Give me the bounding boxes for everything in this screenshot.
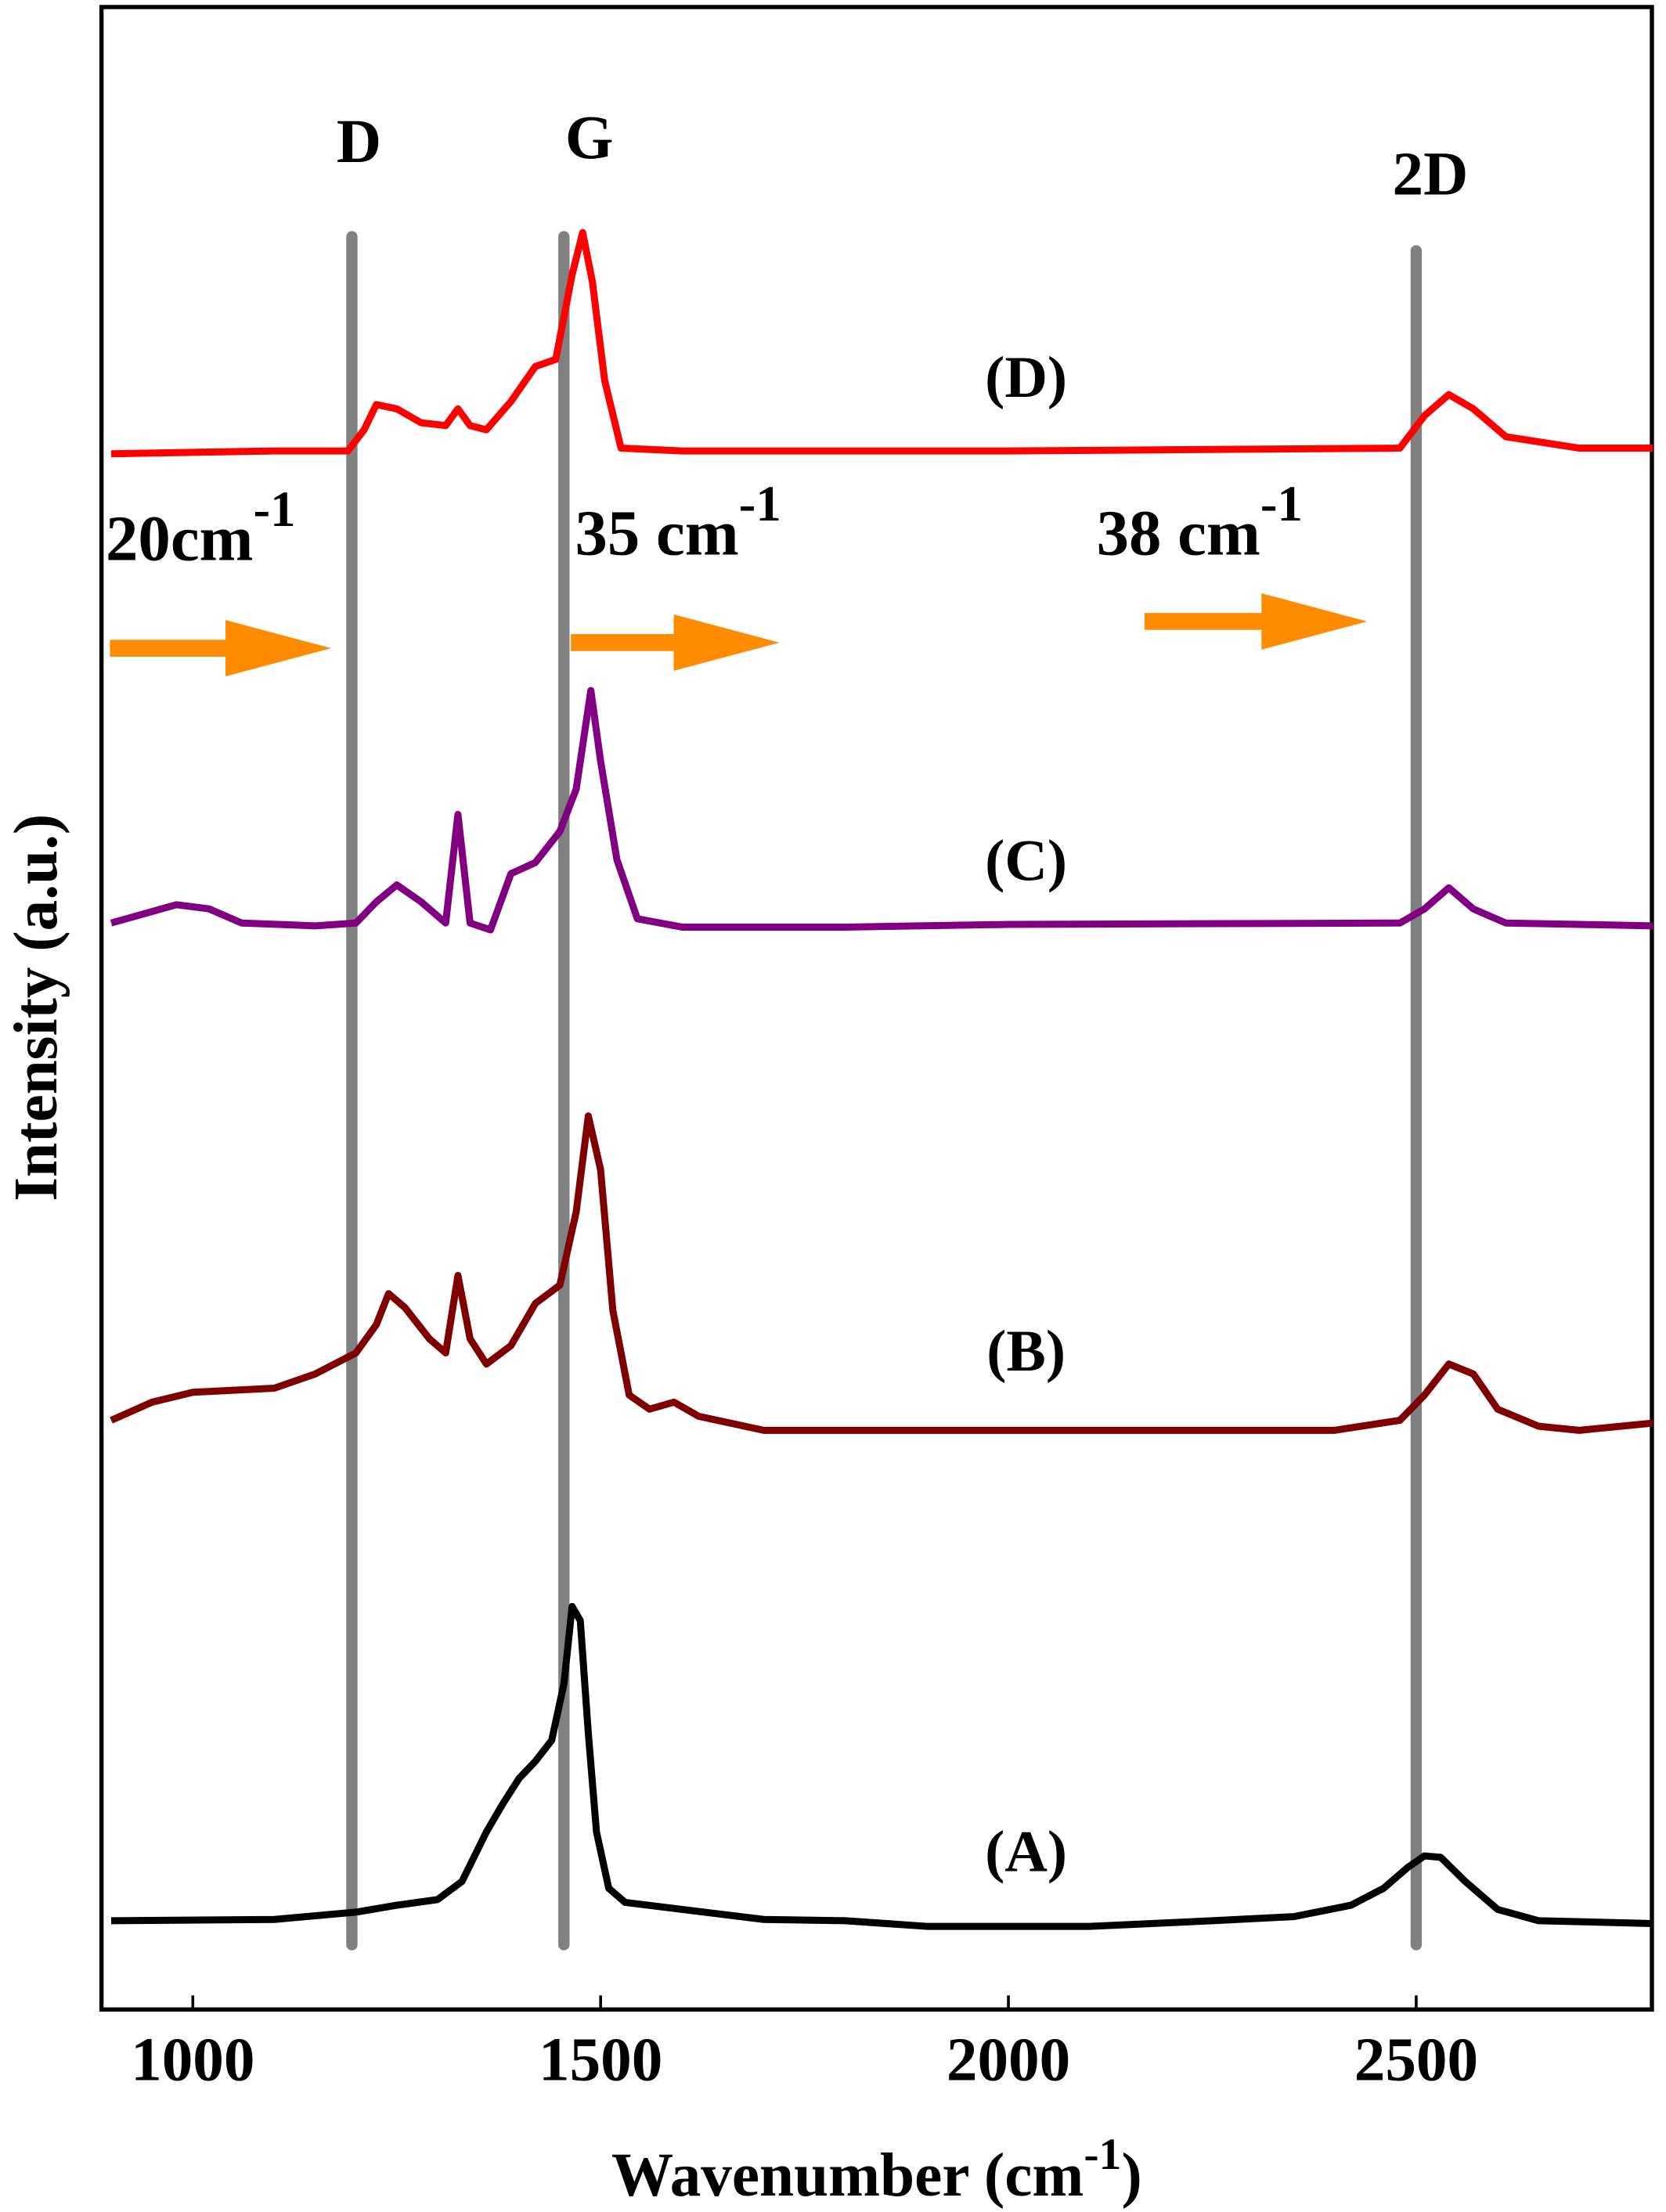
annotation-text: 35 cm	[575, 497, 739, 569]
series-label: (C)	[985, 829, 1067, 894]
x-label-end: )	[1121, 2141, 1141, 2210]
series-label: (D)	[985, 345, 1067, 410]
annotation-sup: -1	[739, 476, 781, 532]
x-axis-label: Wavenumber (cm-1)	[611, 2130, 1142, 2210]
y-axis-label: Intensity (a.u.)	[2, 814, 70, 1201]
series-line	[111, 1602, 1653, 1930]
annotation-text: 38 cm	[1097, 497, 1260, 569]
annotation: 35 cm-1	[575, 476, 781, 569]
x-tick-label: 1000	[131, 2025, 254, 2094]
annotation: 20cm-1	[106, 481, 296, 575]
annotation-text: 20cm	[106, 503, 254, 575]
x-label-sup: -1	[1084, 2130, 1121, 2179]
series-line	[110, 1112, 1653, 1434]
x-tick-label: 1500	[539, 2025, 662, 2094]
arrow-head	[1261, 593, 1368, 650]
marker-label: 2D	[1393, 140, 1469, 209]
annotation: 38 cm-1	[1097, 476, 1303, 569]
annotation-sup: -1	[1260, 476, 1303, 532]
series-line	[110, 229, 1653, 458]
x-tick-label: 2000	[947, 2025, 1070, 2094]
marker-label: G	[565, 103, 614, 172]
x-tick-label: 2500	[1354, 2025, 1478, 2094]
series-label: (A)	[985, 1819, 1067, 1884]
arrow-head	[225, 620, 332, 677]
series-label: (B)	[986, 1319, 1066, 1384]
arrow-head	[673, 614, 780, 671]
annotation-sup: -1	[254, 481, 296, 538]
marker-label: D	[337, 107, 381, 176]
series-line	[110, 686, 1653, 934]
plot-frame	[99, 5, 1654, 2012]
x-label-text: Wavenumber (cm	[611, 2141, 1084, 2210]
